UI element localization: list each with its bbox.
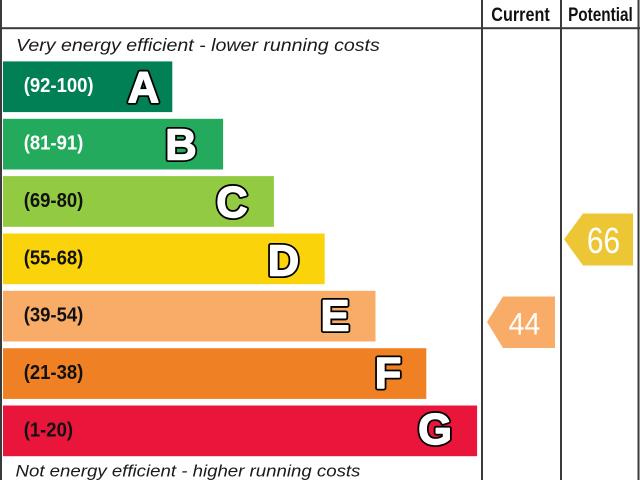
svg-text:66: 66 (587, 221, 620, 261)
svg-text:Potential: Potential (568, 3, 633, 25)
svg-text:(81-91): (81-91) (24, 133, 84, 155)
svg-text:D: D (268, 238, 299, 286)
svg-text:(39-54): (39-54) (24, 305, 84, 327)
svg-text:E: E (320, 293, 349, 341)
svg-text:(1-20): (1-20) (24, 420, 73, 442)
svg-text:Very energy efficient - lower: Very energy efficient - lower running co… (16, 35, 380, 55)
svg-text:(92-100): (92-100) (24, 76, 94, 98)
svg-text:B: B (165, 122, 196, 170)
svg-text:Not energy efficient - higher: Not energy efficient - higher running co… (16, 462, 361, 480)
svg-text:A: A (128, 64, 159, 112)
svg-text:F: F (375, 350, 402, 398)
svg-text:C: C (216, 179, 247, 227)
svg-text:G: G (418, 406, 452, 454)
svg-text:G: G (418, 406, 452, 454)
svg-text:(69-80): (69-80) (24, 190, 84, 212)
svg-text:B: B (165, 122, 196, 170)
svg-text:Current: Current (491, 4, 549, 26)
svg-text:(21-38): (21-38) (24, 362, 84, 384)
svg-text:A: A (128, 64, 159, 112)
svg-text:F: F (375, 350, 402, 398)
svg-text:C: C (216, 179, 247, 227)
svg-text:D: D (268, 238, 299, 286)
svg-text:E: E (320, 293, 349, 341)
svg-text:44: 44 (509, 307, 541, 342)
svg-text:(55-68): (55-68) (24, 248, 84, 270)
